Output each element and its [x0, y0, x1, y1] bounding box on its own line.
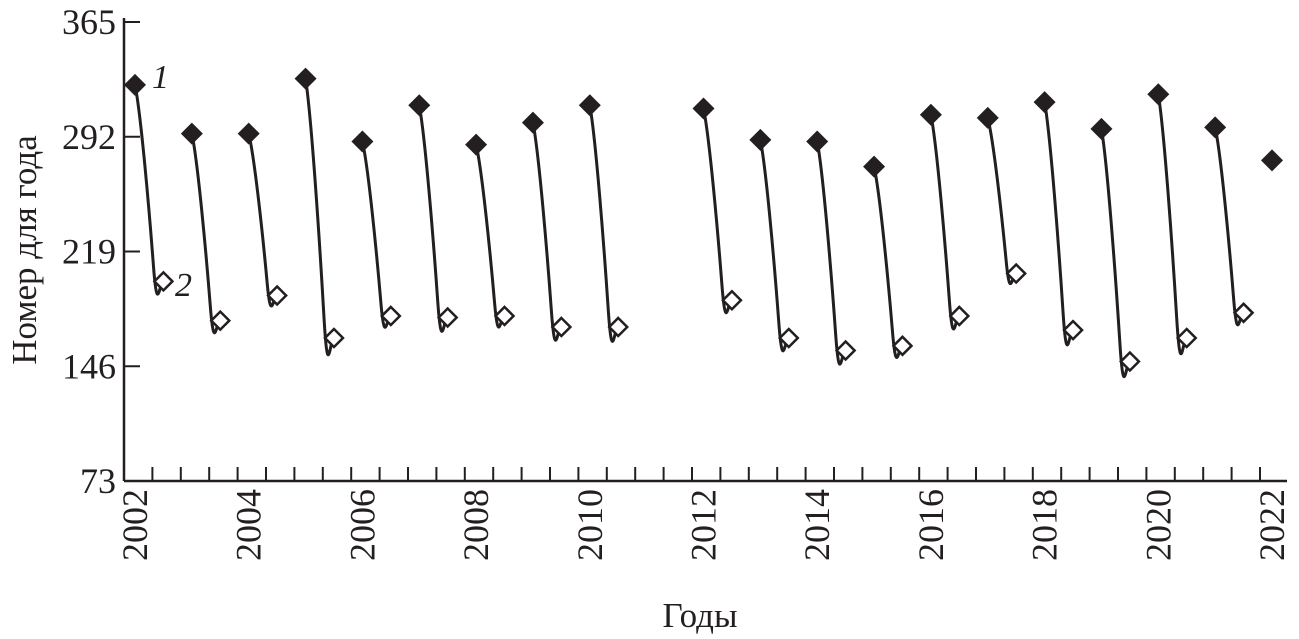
x-axis-label: Годы [663, 596, 738, 635]
open-diamond-marker [1005, 262, 1027, 285]
filled-diamond-marker [465, 133, 488, 156]
filled-diamond-marker [1033, 91, 1056, 114]
filled-diamond-marker [578, 94, 601, 117]
open-diamond-marker [607, 316, 629, 338]
open-diamond-marker [834, 339, 857, 362]
series-label-1: 1 [152, 59, 169, 96]
x-tick-label: 2008 [456, 489, 496, 561]
filled-diamond-marker [237, 122, 260, 145]
axes: 73 146 219 292 365 2002 2004 2006 2008 2010 2012 20… [62, 2, 1292, 561]
filled-diamond-marker [749, 128, 772, 151]
connecting-curve [190, 133, 222, 335]
connecting-curve [304, 78, 336, 357]
connecting-curve [1043, 101, 1075, 347]
markers [124, 67, 1283, 373]
open-diamond-marker [778, 327, 800, 349]
connecting-curve [758, 139, 791, 353]
y-tick-label: 292 [62, 117, 116, 157]
open-diamond-marker [550, 316, 573, 338]
connecting-curve [702, 108, 734, 315]
connecting-curves [133, 78, 1246, 378]
open-diamond-marker [1232, 302, 1255, 324]
open-diamond-marker [493, 305, 516, 327]
y-tick-label: 146 [62, 346, 116, 386]
y-tick-label: 73 [80, 461, 116, 501]
filled-diamond-marker [294, 67, 317, 90]
x-tick-label: 2018 [1025, 489, 1065, 561]
filled-diamond-marker [692, 97, 715, 120]
filled-diamond-marker [180, 122, 203, 145]
connecting-curve [1099, 128, 1132, 378]
connecting-curve [531, 122, 563, 342]
open-diamond-marker [1175, 327, 1198, 349]
filled-diamond-marker [408, 94, 431, 117]
series-label-2: 2 [175, 267, 192, 304]
open-diamond-marker [323, 327, 345, 349]
connecting-curve [417, 105, 450, 333]
x-tick-label: 2016 [911, 489, 951, 561]
x-tick-label: 2022 [1252, 489, 1292, 561]
filled-diamond-marker [806, 130, 829, 153]
connecting-curve [1213, 127, 1246, 327]
filled-diamond-marker [521, 111, 544, 134]
filled-diamond-marker [1261, 149, 1283, 172]
connecting-curve [360, 141, 393, 329]
open-diamond-marker [1062, 319, 1084, 341]
x-tick-label: 2004 [229, 489, 269, 561]
open-diamond-marker [209, 309, 232, 332]
filled-diamond-marker [919, 103, 942, 126]
open-diamond-marker [948, 305, 971, 327]
filled-diamond-marker [1090, 117, 1113, 140]
connecting-curve [133, 84, 165, 296]
open-diamond-marker [1119, 350, 1141, 373]
filled-diamond-marker [1147, 83, 1170, 106]
x-tick-label: 2010 [570, 489, 610, 561]
connecting-curve [929, 114, 961, 331]
connecting-curve [247, 133, 279, 308]
connecting-curve [986, 117, 1018, 286]
open-diamond-marker [721, 289, 743, 311]
open-diamond-marker [380, 305, 402, 327]
filled-diamond-marker [124, 73, 146, 96]
filled-diamond-marker [351, 130, 374, 153]
y-axis-label: Номер для года [5, 135, 44, 365]
connecting-curve [588, 105, 620, 343]
y-tick-label: 219 [62, 232, 116, 272]
open-diamond-marker [266, 284, 288, 307]
connecting-curve [815, 141, 848, 366]
filled-diamond-marker [976, 106, 999, 129]
filled-diamond-marker [1204, 116, 1227, 139]
filled-diamond-marker [863, 155, 886, 178]
connecting-curve [872, 166, 904, 359]
x-tick-label: 2006 [342, 489, 382, 561]
open-diamond-marker [891, 335, 914, 357]
connecting-curve [474, 144, 507, 329]
y-tick-label: 365 [62, 2, 116, 42]
x-tick-label: 2012 [684, 489, 724, 561]
x-tick-label: 2002 [115, 489, 155, 561]
x-tick-label: 2014 [797, 489, 837, 561]
connecting-curve [1156, 94, 1189, 356]
x-tick-label: 2020 [1138, 489, 1178, 561]
open-diamond-marker [436, 306, 459, 329]
open-diamond-marker [152, 270, 175, 293]
